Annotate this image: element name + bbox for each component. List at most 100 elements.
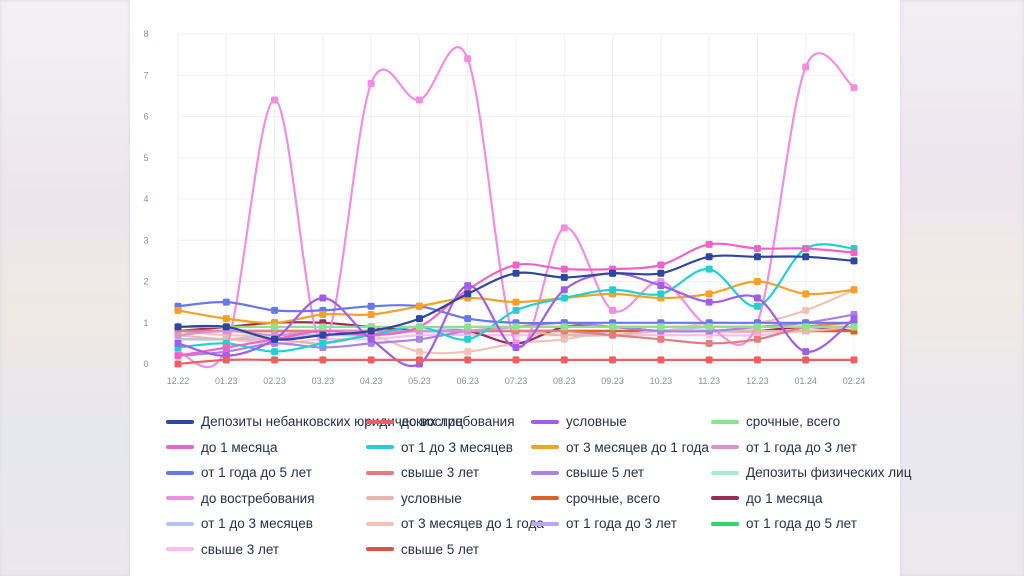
data-point[interactable] bbox=[705, 356, 713, 364]
data-point[interactable] bbox=[850, 257, 858, 265]
data-point[interactable] bbox=[850, 356, 858, 364]
data-point[interactable] bbox=[464, 282, 472, 290]
data-point[interactable] bbox=[560, 265, 568, 273]
legend-item[interactable]: свыше 3 лет bbox=[166, 540, 366, 560]
data-point[interactable] bbox=[174, 352, 182, 360]
data-point[interactable] bbox=[850, 323, 858, 331]
data-point[interactable] bbox=[271, 356, 279, 364]
data-point[interactable] bbox=[319, 356, 327, 364]
data-point[interactable] bbox=[222, 323, 230, 331]
data-point[interactable] bbox=[271, 306, 279, 314]
data-point[interactable] bbox=[802, 356, 810, 364]
data-point[interactable] bbox=[415, 356, 423, 364]
data-point[interactable] bbox=[367, 327, 375, 335]
data-point[interactable] bbox=[415, 96, 423, 104]
data-point[interactable] bbox=[512, 298, 520, 306]
data-point[interactable] bbox=[705, 290, 713, 298]
data-point[interactable] bbox=[174, 306, 182, 314]
data-point[interactable] bbox=[802, 63, 810, 71]
data-point[interactable] bbox=[657, 282, 665, 290]
legend-item[interactable]: от 1 до 3 месяцев bbox=[166, 514, 366, 534]
data-point[interactable] bbox=[657, 269, 665, 277]
data-point[interactable] bbox=[174, 331, 182, 339]
data-point[interactable] bbox=[705, 298, 713, 306]
data-point[interactable] bbox=[222, 298, 230, 306]
data-point[interactable] bbox=[415, 335, 423, 343]
data-point[interactable] bbox=[367, 356, 375, 364]
data-point[interactable] bbox=[174, 339, 182, 347]
data-point[interactable] bbox=[319, 323, 327, 331]
legend-item[interactable]: срочные, всего bbox=[531, 489, 711, 509]
data-point[interactable] bbox=[319, 294, 327, 302]
data-point[interactable] bbox=[464, 290, 472, 298]
data-point[interactable] bbox=[271, 96, 279, 104]
legend-item[interactable]: свыше 5 лет bbox=[366, 540, 531, 560]
data-point[interactable] bbox=[271, 323, 279, 331]
data-point[interactable] bbox=[367, 302, 375, 310]
data-point[interactable] bbox=[464, 323, 472, 331]
legend-item[interactable]: условные bbox=[531, 412, 711, 432]
data-point[interactable] bbox=[753, 253, 761, 261]
data-point[interactable] bbox=[560, 323, 568, 331]
data-point[interactable] bbox=[512, 323, 520, 331]
data-point[interactable] bbox=[705, 265, 713, 273]
data-point[interactable] bbox=[560, 273, 568, 281]
data-point[interactable] bbox=[850, 286, 858, 294]
data-point[interactable] bbox=[802, 348, 810, 356]
legend-item[interactable]: свыше 5 лет bbox=[531, 463, 711, 483]
data-point[interactable] bbox=[415, 348, 423, 356]
data-point[interactable] bbox=[222, 356, 230, 364]
data-point[interactable] bbox=[657, 290, 665, 298]
data-point[interactable] bbox=[415, 315, 423, 323]
data-point[interactable] bbox=[464, 356, 472, 364]
data-point[interactable] bbox=[464, 55, 472, 63]
legend-item[interactable]: свыше 3 лет bbox=[366, 463, 531, 483]
data-point[interactable] bbox=[802, 306, 810, 314]
data-point[interactable] bbox=[512, 306, 520, 314]
data-point[interactable] bbox=[609, 331, 617, 339]
data-point[interactable] bbox=[802, 245, 810, 252]
legend-item[interactable]: от 1 года до 3 лет bbox=[711, 438, 886, 458]
data-point[interactable] bbox=[271, 348, 279, 356]
legend-item[interactable]: от 1 года до 5 лет bbox=[166, 463, 366, 483]
data-point[interactable] bbox=[464, 348, 472, 356]
data-point[interactable] bbox=[609, 306, 617, 314]
legend-item[interactable]: Депозиты физических лиц bbox=[711, 463, 911, 483]
data-point[interactable] bbox=[560, 294, 568, 302]
data-point[interactable] bbox=[753, 294, 761, 302]
data-point[interactable] bbox=[850, 84, 858, 92]
legend-item[interactable]: до востребования bbox=[166, 489, 366, 509]
data-point[interactable] bbox=[367, 335, 375, 343]
data-point[interactable] bbox=[657, 356, 665, 364]
data-point[interactable] bbox=[609, 269, 617, 277]
data-point[interactable] bbox=[705, 240, 713, 248]
legend-item[interactable]: от 3 месяцев до 1 года bbox=[531, 438, 711, 458]
data-point[interactable] bbox=[657, 335, 665, 343]
data-point[interactable] bbox=[802, 253, 810, 261]
legend-item[interactable]: от 1 года до 3 лет bbox=[531, 514, 711, 534]
legend-item[interactable]: до востребования bbox=[366, 412, 531, 432]
data-point[interactable] bbox=[705, 253, 713, 261]
legend-item[interactable]: условные bbox=[366, 489, 531, 509]
data-point[interactable] bbox=[512, 261, 520, 269]
data-point[interactable] bbox=[560, 356, 568, 364]
data-point[interactable] bbox=[705, 339, 713, 347]
data-point[interactable] bbox=[657, 323, 665, 331]
legend-item[interactable]: Депозиты небанковских юридических лиц bbox=[166, 412, 463, 432]
data-point[interactable] bbox=[415, 323, 423, 331]
legend-item[interactable]: до 1 месяца bbox=[166, 438, 366, 458]
legend-item[interactable]: от 1 года до 5 лет bbox=[711, 514, 886, 534]
data-point[interactable] bbox=[271, 335, 279, 343]
data-point[interactable] bbox=[753, 245, 761, 252]
data-point[interactable] bbox=[174, 323, 182, 331]
data-point[interactable] bbox=[319, 331, 327, 339]
data-point[interactable] bbox=[222, 344, 230, 351]
data-point[interactable] bbox=[174, 360, 182, 368]
data-point[interactable] bbox=[512, 356, 520, 364]
legend-item[interactable]: до 1 месяца bbox=[711, 489, 886, 509]
legend-item[interactable]: от 3 месяцев до 1 года bbox=[366, 514, 544, 534]
legend-item[interactable]: срочные, всего bbox=[711, 412, 886, 432]
data-point[interactable] bbox=[222, 315, 230, 323]
data-point[interactable] bbox=[512, 269, 520, 277]
data-point[interactable] bbox=[753, 335, 761, 343]
